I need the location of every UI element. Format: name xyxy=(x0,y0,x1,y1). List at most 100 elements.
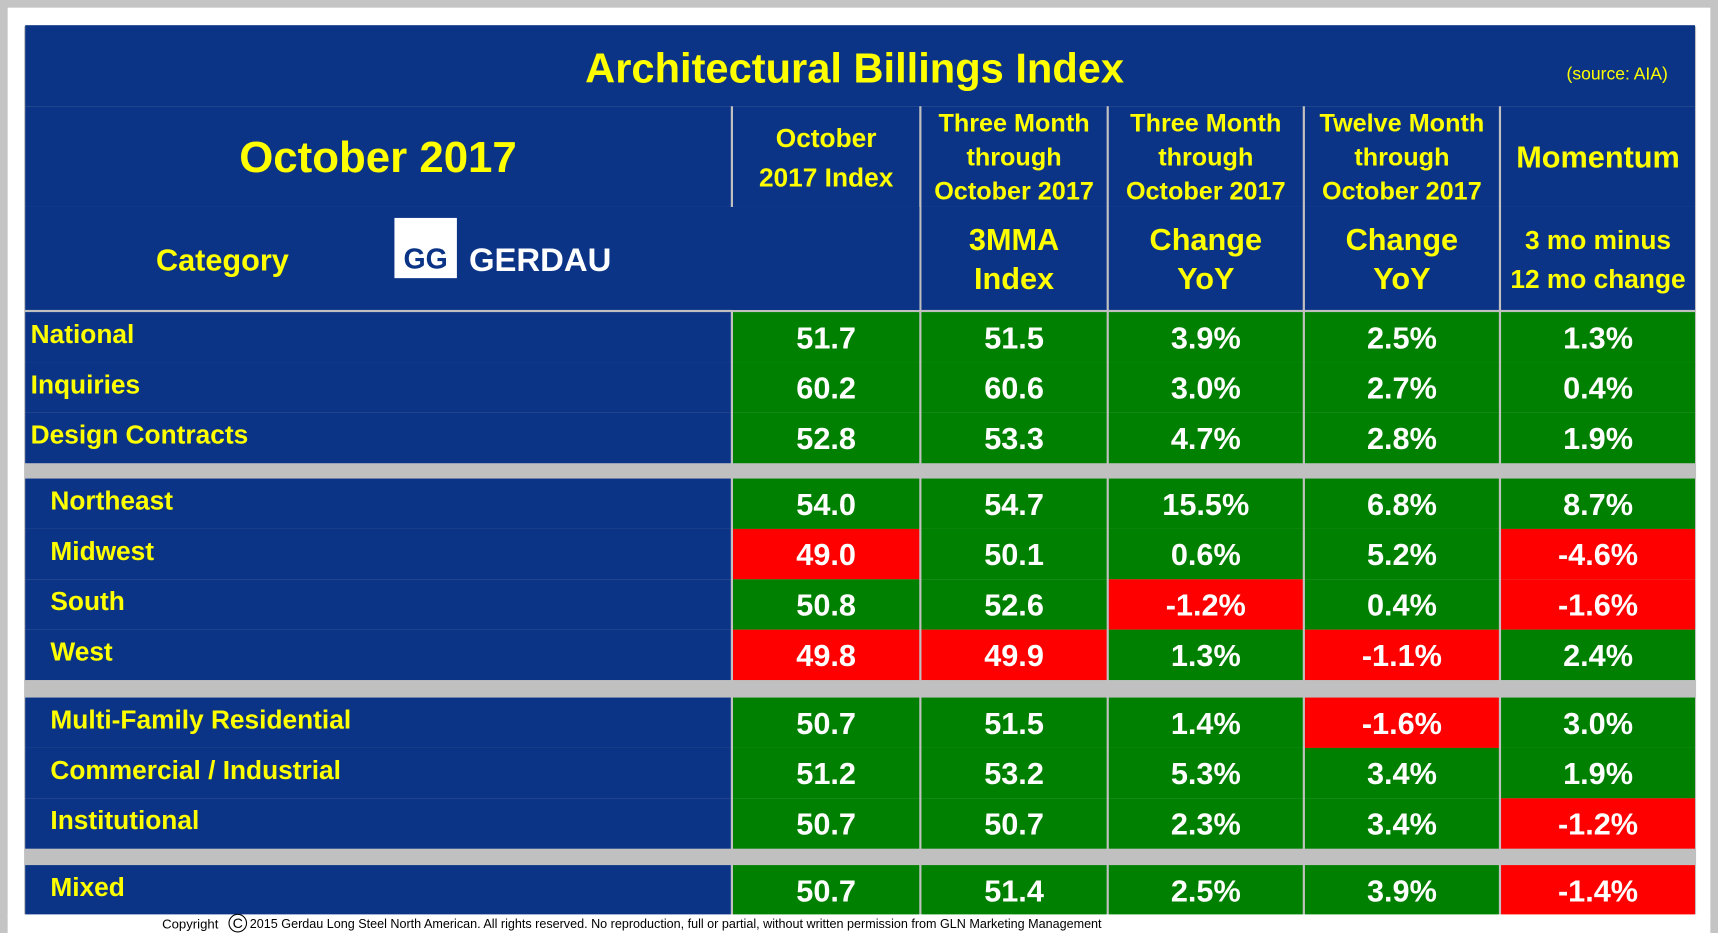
column-header: through xyxy=(1158,144,1253,172)
column-header: Change xyxy=(1150,223,1262,257)
column-header: Three Month xyxy=(1130,110,1281,138)
copyright-circle xyxy=(228,913,248,933)
value-cell xyxy=(732,412,920,464)
column-header: Momentum xyxy=(1516,141,1680,175)
label-cell xyxy=(25,798,731,849)
header-cell xyxy=(921,206,1107,310)
value: 0.4% xyxy=(1367,589,1437,623)
value: -1.2% xyxy=(1166,589,1246,623)
value: 1.4% xyxy=(1171,707,1241,741)
value-cell xyxy=(1501,629,1695,681)
row-label: Institutional xyxy=(50,805,199,835)
value-cell xyxy=(1501,528,1695,580)
value-cell xyxy=(1501,865,1695,916)
category-cell-ext xyxy=(732,206,920,310)
value: 3.9% xyxy=(1367,874,1437,908)
value-cell xyxy=(1501,798,1695,849)
value-cell xyxy=(732,697,920,748)
value-cell xyxy=(1304,312,1499,363)
column-header: Twelve Month xyxy=(1320,110,1485,138)
value-cell xyxy=(1108,579,1303,630)
copyright: Copyright xyxy=(162,917,219,932)
value: 0.6% xyxy=(1171,538,1241,572)
column-header: 3 mo minus xyxy=(1525,225,1671,255)
header-cell xyxy=(921,106,1107,207)
column-header: through xyxy=(966,144,1061,172)
value: 54.0 xyxy=(796,488,856,522)
period: October 2017 xyxy=(239,133,517,182)
value-cell xyxy=(921,629,1107,681)
column-header: YoY xyxy=(1177,262,1234,296)
label-cell xyxy=(25,697,731,748)
label-cell xyxy=(25,412,731,464)
column-header: through xyxy=(1354,144,1449,172)
value: -1.1% xyxy=(1362,639,1442,673)
value: 1.3% xyxy=(1563,321,1633,355)
value: 50.7 xyxy=(796,707,856,741)
value: 2.5% xyxy=(1171,874,1241,908)
value: 2.3% xyxy=(1171,808,1241,842)
value-cell xyxy=(1304,362,1499,413)
logo-box xyxy=(394,217,457,279)
column-header: Index xyxy=(974,262,1054,296)
category-label: Category xyxy=(156,244,289,278)
value: 53.3 xyxy=(984,422,1044,456)
value-cell xyxy=(921,412,1107,464)
period-cell xyxy=(25,106,731,207)
value: 4.7% xyxy=(1171,422,1241,456)
value-cell xyxy=(1304,865,1499,916)
title-cell xyxy=(25,25,1695,107)
value-cell xyxy=(1108,697,1303,748)
value-cell xyxy=(1304,798,1499,849)
value-cell xyxy=(1304,629,1499,681)
row-label: Commercial / Industrial xyxy=(50,755,341,785)
column-header: October 2017 xyxy=(1126,178,1286,206)
value-cell xyxy=(1501,412,1695,464)
value: -1.6% xyxy=(1362,707,1442,741)
value-cell xyxy=(1108,412,1303,464)
column-header: Change xyxy=(1346,223,1458,257)
value-cell xyxy=(1108,798,1303,849)
value: 50.1 xyxy=(984,538,1044,572)
row-label: Design Contracts xyxy=(31,420,249,450)
value-cell xyxy=(1304,747,1499,799)
value-cell xyxy=(921,528,1107,580)
value: 51.2 xyxy=(796,757,856,791)
value-cell xyxy=(1304,697,1499,748)
value: 53.2 xyxy=(984,757,1044,791)
source: (source: AIA) xyxy=(1567,63,1668,83)
notice: 2015 Gerdau Long Steel North American. A… xyxy=(250,917,1102,931)
logo-name: GERDAU xyxy=(469,241,611,278)
value-cell xyxy=(1304,412,1499,464)
value: 52.8 xyxy=(796,422,856,456)
value: -1.4% xyxy=(1558,874,1638,908)
label-cell xyxy=(25,579,731,630)
value: 1.9% xyxy=(1563,757,1633,791)
value-cell xyxy=(1108,747,1303,799)
label-cell xyxy=(25,629,731,681)
value-cell xyxy=(1501,312,1695,363)
value: 1.9% xyxy=(1563,422,1633,456)
value-cell xyxy=(921,362,1107,413)
value-cell xyxy=(1108,629,1303,681)
header-cell xyxy=(1304,206,1499,310)
value: 50.7 xyxy=(984,808,1044,842)
column-header: 3MMA xyxy=(969,223,1059,257)
column-header: October xyxy=(776,123,877,153)
value-cell xyxy=(732,528,920,580)
value-cell xyxy=(1501,697,1695,748)
value: -4.6% xyxy=(1558,538,1638,572)
column-header: 12 mo change xyxy=(1510,264,1685,294)
value: 51.7 xyxy=(796,321,856,355)
row-label: Mixed xyxy=(50,872,124,902)
label-cell xyxy=(25,865,731,916)
value-cell xyxy=(732,798,920,849)
value: 3.4% xyxy=(1367,757,1437,791)
column-header: October 2017 xyxy=(1322,178,1482,206)
value: 5.2% xyxy=(1367,538,1437,572)
row-label: South xyxy=(50,586,124,616)
value-cell xyxy=(921,865,1107,916)
value: 49.8 xyxy=(796,639,856,673)
value-cell xyxy=(1108,478,1303,529)
value-cell xyxy=(1501,747,1695,799)
